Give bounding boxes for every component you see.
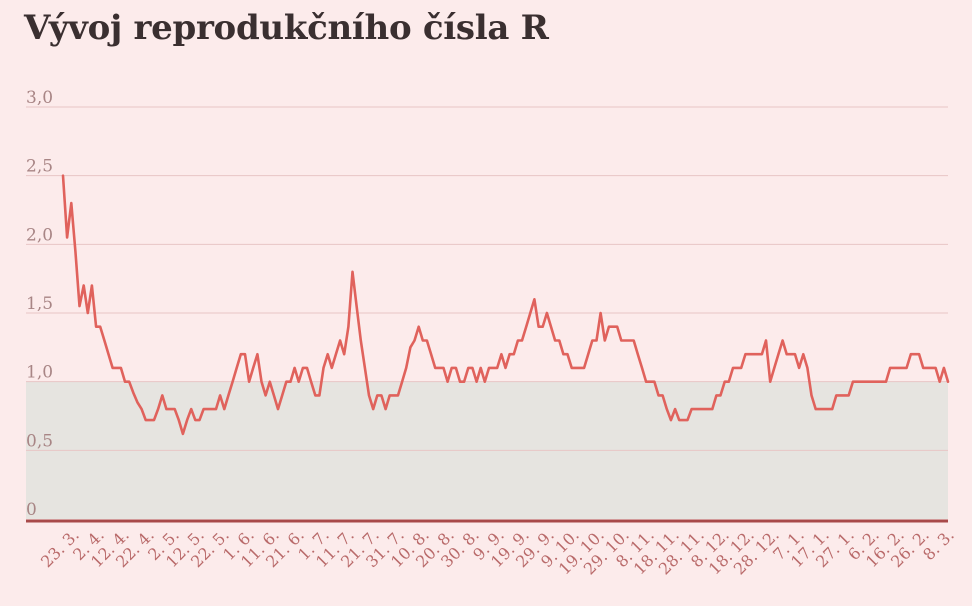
series-group [61, 174, 950, 436]
y-tick-label: 1,5 [26, 294, 53, 314]
series-line [61, 174, 950, 436]
x-axis-ticks: 23. 3.2. 4.12. 4.22. 4.2. 5.12. 5.22. 5.… [37, 525, 958, 578]
y-axis-ticks: 0 0,5 1,0 1,5 2,0 2,5 3,0 [26, 88, 53, 520]
y-tick-label: 0 [26, 500, 37, 520]
y-tick-label: 0,5 [26, 431, 53, 451]
y-tick-label: 3,0 [26, 88, 53, 108]
chart-title: Vývoj reprodukčního čísla R [24, 8, 549, 48]
y-tick-label: 2,0 [26, 225, 53, 245]
y-tick-label: 1,0 [26, 363, 53, 383]
grid-lines [26, 106, 948, 451]
y-tick-label: 2,5 [26, 157, 53, 177]
